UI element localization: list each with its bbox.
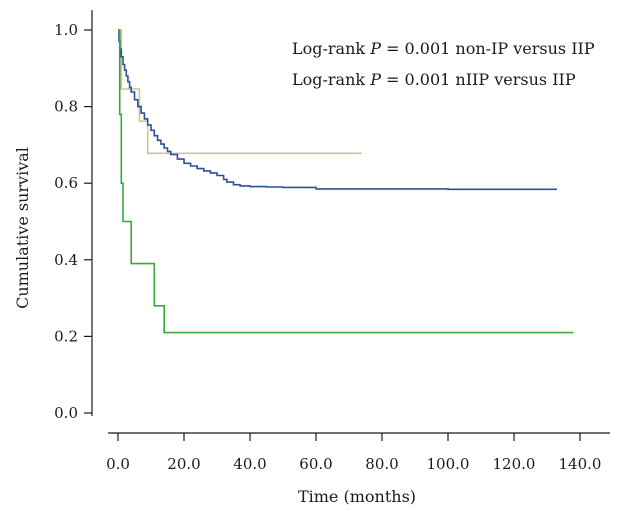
annotation-2-prefix: Log-rank xyxy=(292,70,370,89)
x-tick-label: 20.0 xyxy=(167,455,200,473)
survival-curve-2 xyxy=(118,29,557,191)
annotation-nonip-vs-iip: Log-rank P = 0.001 non-IP versus IIP xyxy=(292,39,595,58)
y-tick-label: 0.8 xyxy=(54,98,78,116)
annotation-2-p: P xyxy=(369,70,381,89)
y-tick-label: 0.6 xyxy=(54,174,78,192)
annotation-1-prefix: Log-rank xyxy=(292,39,370,58)
annotation-niip-vs-iip: Log-rank P = 0.001 nIIP versus IIP xyxy=(292,70,576,89)
x-tick-label: 140.0 xyxy=(559,455,602,473)
annotation-1-suffix: = 0.001 non-IP versus IIP xyxy=(381,39,595,58)
x-tick-label: 60.0 xyxy=(299,455,332,473)
survival-curve-1 xyxy=(118,29,363,155)
y-tick-label: 0.0 xyxy=(54,404,78,422)
survival-curves xyxy=(118,29,574,334)
survival-curve-3 xyxy=(118,29,574,334)
annotation-1-p: P xyxy=(369,39,381,58)
y-axis-title: Cumulative survival xyxy=(13,147,32,309)
y-tick-label: 1.0 xyxy=(54,21,78,39)
x-tick-label: 100.0 xyxy=(427,455,470,473)
y-tick-label: 0.4 xyxy=(54,251,78,269)
x-tick-label: 40.0 xyxy=(233,455,266,473)
x-axis-title: Time (months) xyxy=(298,487,416,506)
annotation-2-suffix: = 0.001 nIIP versus IIP xyxy=(381,70,576,89)
x-tick-label: 80.0 xyxy=(365,455,398,473)
y-tick-label: 0.2 xyxy=(54,327,78,345)
y-axis: 0.0 0.2 0.4 0.6 0.8 1.0 xyxy=(54,10,93,422)
x-tick-label: 120.0 xyxy=(493,455,536,473)
x-tick-label: 0.0 xyxy=(106,455,130,473)
x-axis: 0.0 20.0 40.0 60.0 80.0 100.0 120.0 140.0 xyxy=(106,432,610,473)
